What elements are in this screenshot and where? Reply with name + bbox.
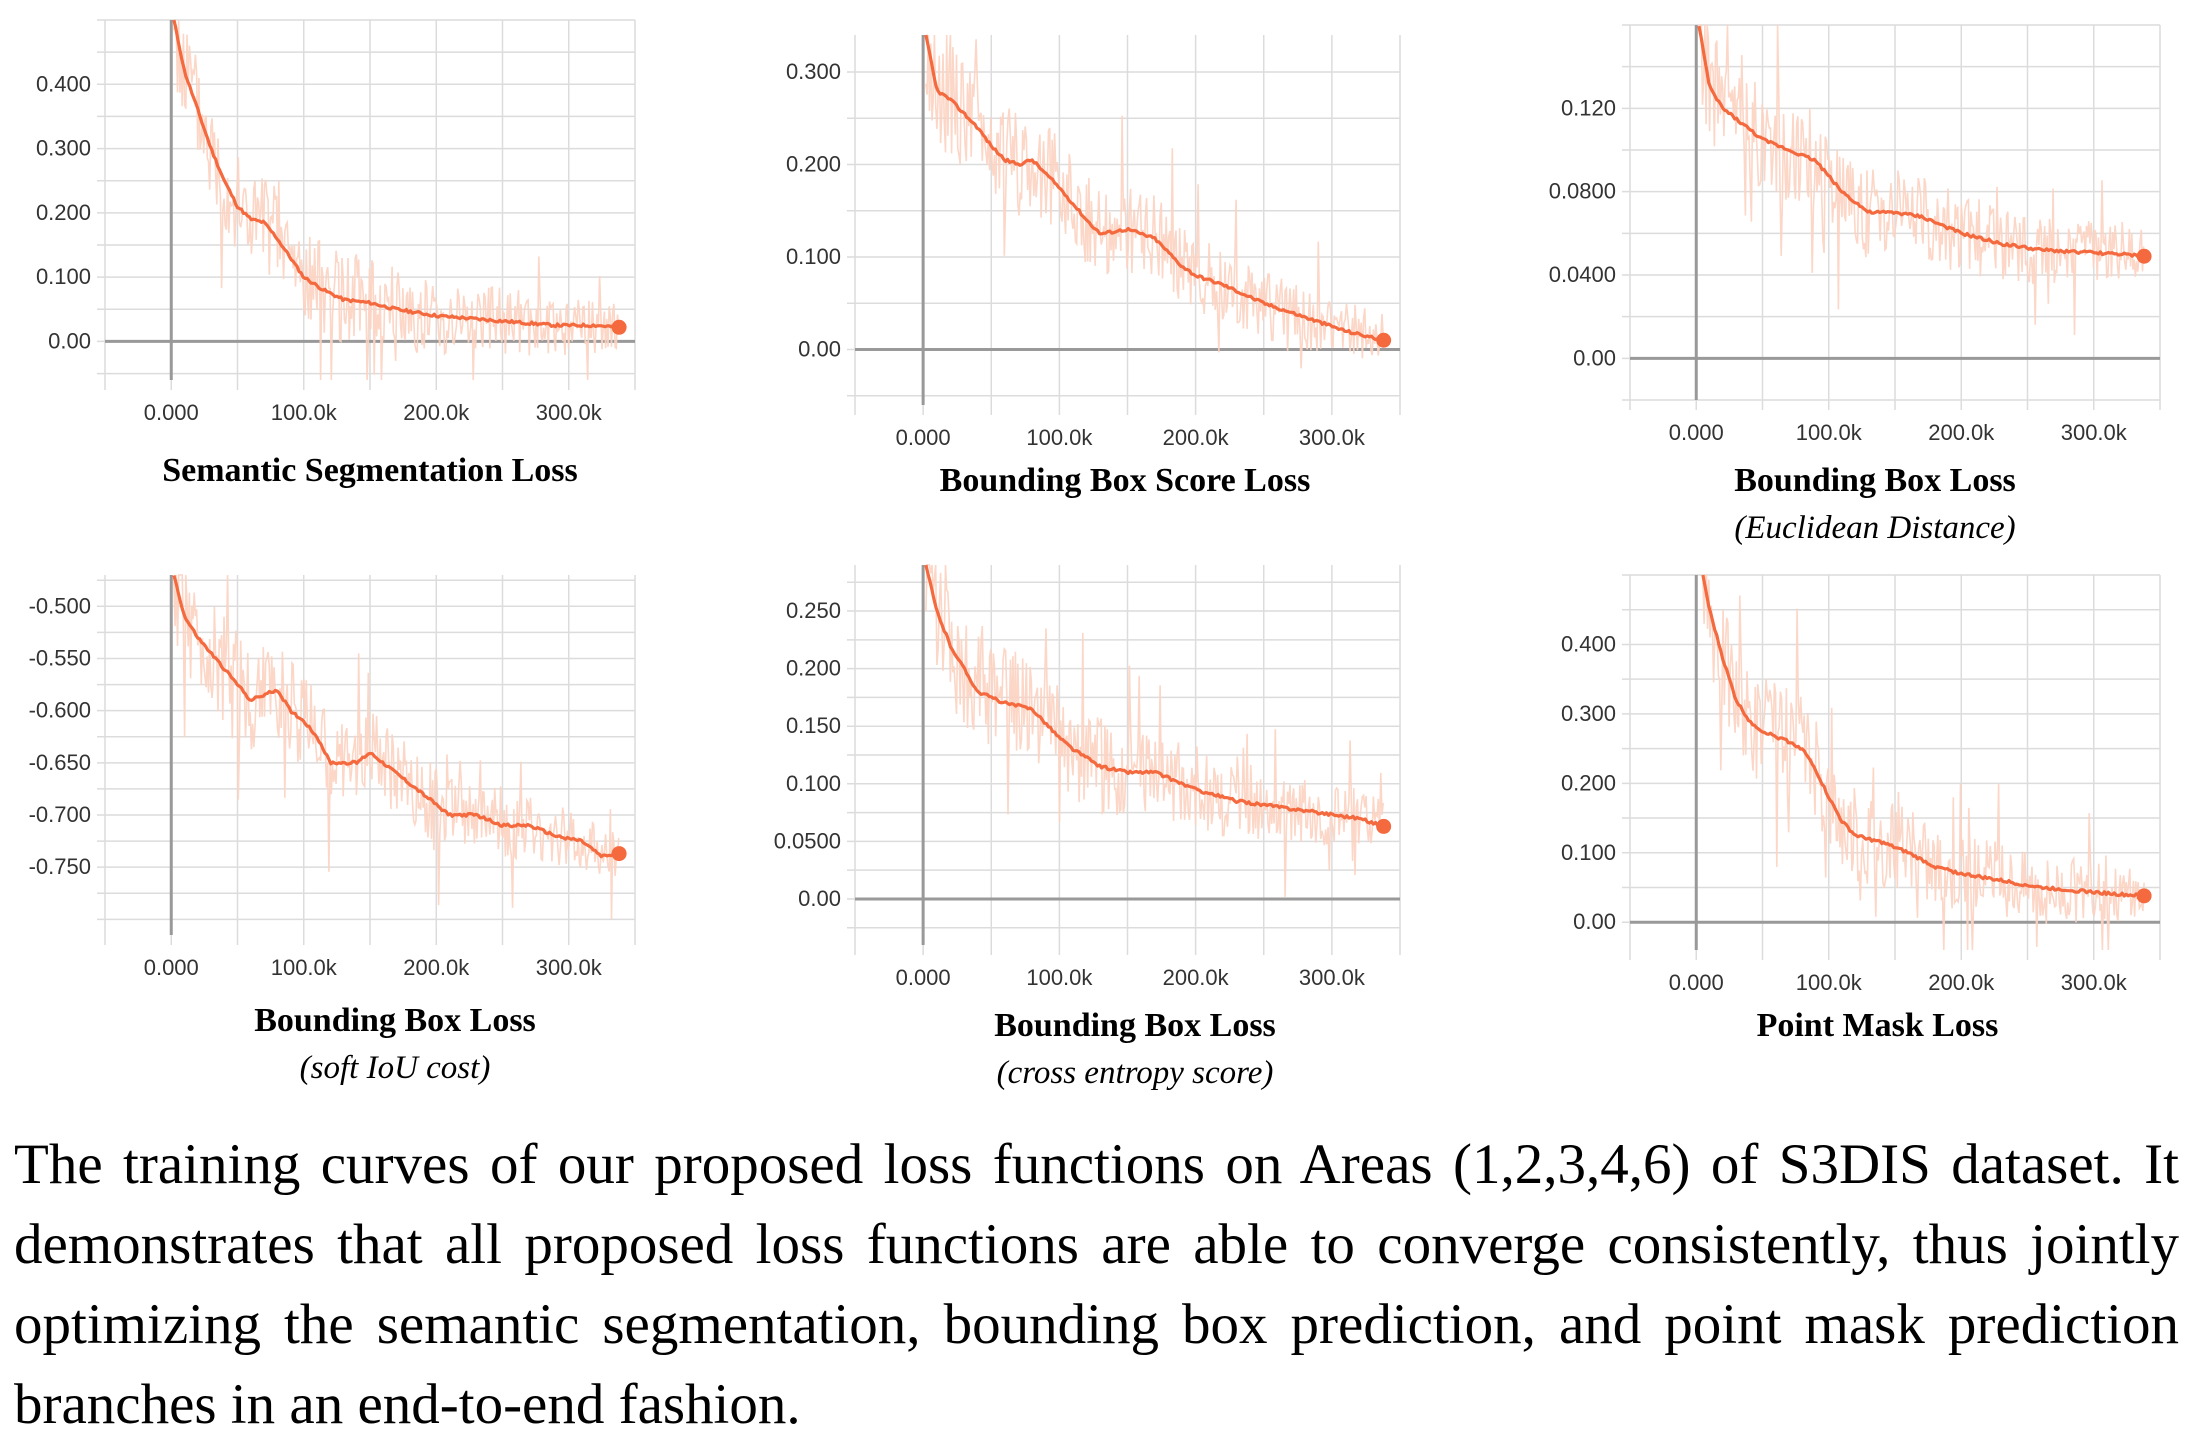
chart-title: Semantic Segmentation Loss [162, 452, 578, 489]
x-tick-label: 100.0k [1796, 420, 1863, 445]
chart-panel-bbox-cross-entropy: 0.00 0.0500 0.100 0.150 0.200 0.250 0.000 100.0… [750, 555, 1480, 1110]
y-tick-label: 0.300 [786, 59, 841, 84]
y-tick-label: -0.650 [29, 750, 91, 775]
chart-title: Point Mask Loss [1756, 1007, 1999, 1044]
chart-panel-bbox-score: 0.00 0.100 0.200 0.300 0.000 100.0k 200.0k 300.… [770, 0, 1480, 520]
y-tick-label: 0.300 [36, 136, 91, 161]
chart-panel-bbox-euclidean: 0.00 0.0400 0.0800 0.120 0.000 100.0k 200.0k 30… [1530, 0, 2195, 560]
x-tick-label: 300.0k [1299, 965, 1366, 990]
x-tick-label: 300.0k [1299, 425, 1366, 450]
chart-title: Bounding Box Loss [1734, 462, 2016, 499]
y-tick-label: 0.100 [786, 244, 841, 269]
y-tick-label: 0.0500 [774, 828, 841, 853]
y-tick-label: 0.100 [786, 771, 841, 796]
chart-title: Bounding Box Score Loss [939, 462, 1311, 499]
chart-panel-point-mask: 0.00 0.100 0.200 0.300 0.400 0.000 100.0k 200.0… [1525, 560, 2195, 1060]
chart-panel-semantic-segmentation: 0.00 0.100 0.200 0.300 0.400 0.000 100.0k 200.0… [0, 0, 740, 520]
x-tick-label: 300.0k [536, 955, 603, 980]
y-tick-label: 0.300 [1561, 701, 1616, 726]
y-tick-label: 0.120 [1561, 95, 1616, 120]
raw-loss-line [925, 34, 1384, 369]
raw-loss-line [173, 19, 620, 381]
smoothed-loss-line [172, 574, 620, 859]
last-value-marker [1376, 818, 1392, 834]
x-tick-label: 0.000 [144, 400, 199, 425]
chart-bounding-box-loss-cross-entropy: 0.00 0.0500 0.100 0.150 0.200 0.250 0.000 100.0… [774, 564, 1401, 990]
x-tick-label: 100.0k [1796, 970, 1863, 995]
x-tick-label: 100.0k [1026, 965, 1093, 990]
figure-caption: The training curves of our proposed loss… [14, 1133, 2179, 1436]
chart-title: Bounding Box Loss [254, 1002, 536, 1039]
raw-loss-line [1698, 24, 2145, 335]
last-value-marker [611, 846, 627, 862]
y-tick-label: 0.400 [36, 71, 91, 96]
x-tick-label: 300.0k [2061, 970, 2128, 995]
last-value-marker [1376, 332, 1392, 348]
x-tick-label: 100.0k [1026, 425, 1093, 450]
y-tick-label: 0.00 [1573, 909, 1616, 934]
x-tick-label: 200.0k [403, 400, 470, 425]
last-value-marker [2136, 888, 2152, 904]
x-tick-label: 300.0k [2061, 420, 2128, 445]
chart-bounding-box-loss-euclidean: 0.00 0.0400 0.0800 0.120 0.000 100.0k 200.0k 30… [1549, 24, 2161, 445]
smoothed-loss-line [1701, 574, 2146, 898]
x-tick-label: 0.000 [1669, 970, 1724, 995]
smoothed-loss-line [924, 564, 1385, 829]
x-tick-label: 0.000 [896, 965, 951, 990]
y-tick-label: 0.150 [786, 713, 841, 738]
x-tick-label: 200.0k [1928, 970, 1995, 995]
y-tick-label: 0.00 [48, 328, 91, 353]
y-tick-label: 0.100 [1561, 840, 1616, 865]
chart-bounding-box-score-loss: 0.00 0.100 0.200 0.300 0.000 100.0k 200.0k 300.… [786, 34, 1401, 450]
y-tick-label: -0.700 [29, 802, 91, 827]
x-tick-label: 100.0k [271, 400, 338, 425]
last-value-marker [2136, 248, 2152, 264]
x-tick-label: 200.0k [1928, 420, 1995, 445]
x-tick-label: 0.000 [144, 955, 199, 980]
x-tick-label: 200.0k [1163, 965, 1230, 990]
y-tick-label: 0.00 [1573, 345, 1616, 370]
x-tick-label: 200.0k [1163, 425, 1230, 450]
y-tick-label: 0.250 [786, 598, 841, 623]
raw-loss-line [1702, 574, 2145, 951]
raw-loss-line [925, 564, 1384, 898]
y-tick-label: 0.200 [786, 656, 841, 681]
y-tick-label: 0.200 [786, 152, 841, 177]
chart-subtitle: (soft IoU cost) [299, 1050, 491, 1086]
y-tick-label: 0.0800 [1549, 179, 1616, 204]
y-tick-label: 0.100 [36, 264, 91, 289]
x-tick-label: 0.000 [896, 425, 951, 450]
x-tick-label: 0.000 [1669, 420, 1724, 445]
smoothed-loss-line [924, 34, 1385, 343]
chart-bounding-box-loss-soft-iou: -0.750 -0.700 -0.650 -0.600 -0.550 -0.500 0.00… [29, 574, 636, 980]
y-tick-label: -0.550 [29, 645, 91, 670]
y-tick-label: 0.200 [36, 200, 91, 225]
x-tick-label: 200.0k [403, 955, 470, 980]
y-tick-label: 0.0400 [1549, 262, 1616, 287]
chart-point-mask-loss: 0.00 0.100 0.200 0.300 0.400 0.000 100.0k 200.0… [1561, 574, 2161, 995]
x-tick-label: 300.0k [536, 400, 603, 425]
chart-title: Bounding Box Loss [994, 1007, 1276, 1044]
chart-panel-bbox-soft-iou: -0.750 -0.700 -0.650 -0.600 -0.550 -0.500 0.00… [0, 560, 740, 1100]
chart-subtitle: (cross entropy score) [996, 1055, 1274, 1091]
smoothed-loss-line [172, 19, 620, 329]
y-tick-label: 0.00 [798, 337, 841, 362]
chart-semantic-segmentation-loss: 0.00 0.100 0.200 0.300 0.400 0.000 100.0k 200.0… [36, 19, 636, 425]
y-tick-label: 0.200 [1561, 770, 1616, 795]
smoothed-loss-line [1697, 25, 2145, 259]
y-tick-label: -0.500 [29, 593, 91, 618]
y-tick-label: -0.750 [29, 854, 91, 879]
y-tick-label: -0.600 [29, 698, 91, 723]
chart-subtitle: (Euclidean Distance) [1734, 510, 2016, 546]
y-tick-label: 0.00 [798, 886, 841, 911]
y-tick-label: 0.400 [1561, 631, 1616, 656]
x-tick-label: 100.0k [271, 955, 338, 980]
last-value-marker [611, 319, 627, 335]
